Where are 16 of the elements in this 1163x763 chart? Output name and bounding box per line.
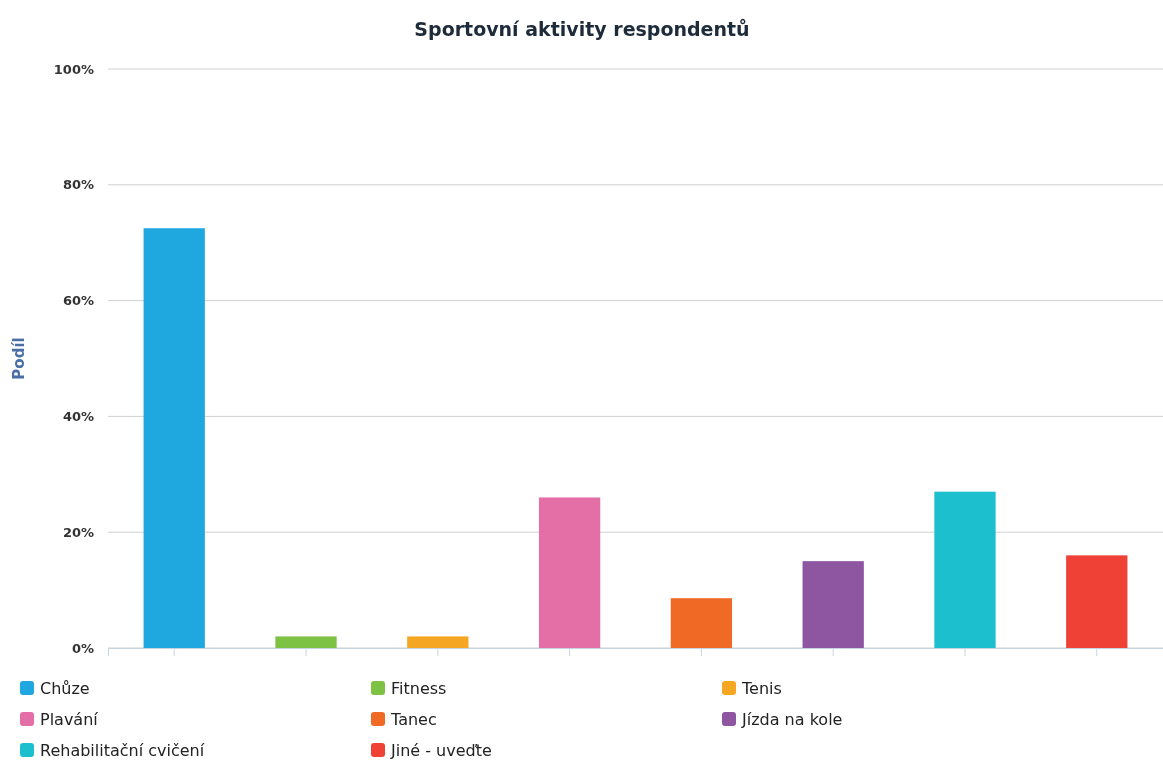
y-axis-title: Podíl: [10, 337, 28, 380]
y-tick-label: 80%: [62, 177, 94, 193]
legend-label: Tanec: [390, 710, 437, 729]
legend-label: Chůze: [40, 679, 90, 698]
legend-label: Jízda na kole: [741, 710, 843, 729]
chart-title: Sportovní aktivity respondentů: [414, 18, 750, 40]
legend-label: Plavání: [40, 710, 99, 729]
legend-label: Rehabilitační cvičení: [40, 741, 205, 760]
legend-label: Tenis: [741, 679, 782, 698]
y-tick-label: 20%: [62, 524, 94, 540]
y-tick-label: 0%: [71, 640, 94, 656]
y-tick-label: 100%: [53, 61, 94, 77]
y-tick-label: 40%: [62, 409, 94, 425]
legend-label: Fitness: [391, 679, 447, 698]
y-tick-label: 60%: [62, 293, 94, 309]
legend-label: Jiné - uveďte: [390, 741, 492, 760]
